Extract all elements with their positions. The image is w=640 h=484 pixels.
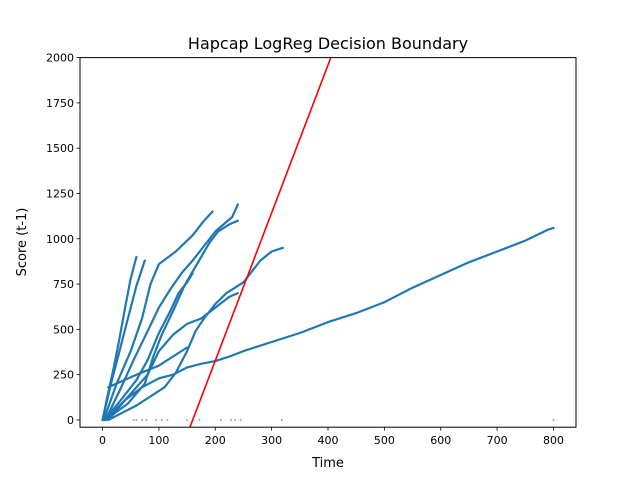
y-tick-label: 750 (53, 278, 74, 291)
x-axis: 0 100 200 300 400 500 600 700 800 (99, 427, 564, 447)
y-tick-label: 1250 (46, 187, 74, 200)
chart-title: Hapcap LogReg Decision Boundary (188, 34, 468, 53)
y-tick-label: 0 (67, 414, 74, 427)
series-trace-6 (104, 292, 239, 422)
y-axis-label: Score (t-1) (15, 208, 30, 277)
y-axis: 0 250 500 750 1000 1250 1500 1750 2000 (46, 52, 80, 427)
series-trace-7 (104, 219, 239, 422)
x-tick-label: 300 (261, 434, 282, 447)
stray-point-8 (186, 418, 189, 421)
stray-point-2 (135, 418, 138, 421)
stray-point-6 (160, 418, 163, 421)
stray-point-1 (132, 418, 135, 421)
plot-area (101, 57, 555, 428)
series-trace-10 (107, 346, 189, 389)
x-tick-label: 700 (487, 434, 508, 447)
stray-point-3 (141, 418, 143, 421)
stray-point-11 (230, 418, 233, 421)
x-tick-label: 400 (318, 434, 339, 447)
stray-point-14 (280, 418, 283, 421)
y-tick-label: 1000 (46, 233, 74, 246)
x-tick-label: 600 (430, 434, 451, 447)
x-axis-label: Time (311, 456, 344, 471)
stray-point-15 (552, 418, 555, 421)
x-tick-label: 500 (374, 434, 395, 447)
stray-point-13 (239, 418, 242, 421)
stray-point-5 (155, 418, 158, 421)
x-tick-label: 800 (543, 434, 564, 447)
y-tick-label: 250 (53, 369, 74, 382)
y-tick-label: 1500 (46, 142, 74, 155)
y-tick-label: 2000 (46, 52, 74, 65)
stray-point-9 (198, 418, 201, 421)
series-trace-9 (107, 226, 555, 422)
series-trace-8 (107, 246, 284, 422)
x-tick-label: 200 (205, 434, 226, 447)
series-trace-3 (102, 210, 214, 422)
series-trace-4 (104, 203, 239, 422)
decision-boundary-line (189, 57, 332, 428)
y-tick-label: 1750 (46, 97, 74, 110)
stray-point-7 (166, 418, 169, 421)
series-trace-2 (101, 259, 146, 422)
x-tick-label: 0 (99, 434, 106, 447)
stray-point-12 (234, 418, 236, 421)
stray-point-4 (145, 418, 148, 421)
stray-point-10 (219, 418, 222, 421)
y-tick-label: 500 (53, 323, 74, 336)
x-tick-label: 100 (148, 434, 169, 447)
